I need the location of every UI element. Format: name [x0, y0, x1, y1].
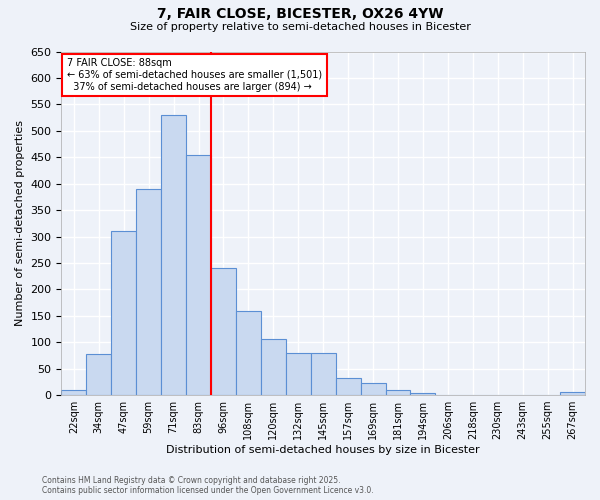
Text: Size of property relative to semi-detached houses in Bicester: Size of property relative to semi-detach…: [130, 22, 470, 32]
Text: Contains HM Land Registry data © Crown copyright and database right 2025.
Contai: Contains HM Land Registry data © Crown c…: [42, 476, 374, 495]
Bar: [311, 353, 335, 395]
Bar: [111, 231, 136, 395]
Text: 7, FAIR CLOSE, BICESTER, OX26 4YW: 7, FAIR CLOSE, BICESTER, OX26 4YW: [157, 8, 443, 22]
Bar: [61, 390, 86, 395]
Bar: [86, 354, 111, 395]
Bar: [560, 392, 585, 395]
X-axis label: Distribution of semi-detached houses by size in Bicester: Distribution of semi-detached houses by …: [166, 445, 480, 455]
Bar: [211, 268, 236, 395]
Bar: [236, 310, 261, 395]
Bar: [136, 189, 161, 395]
Text: 7 FAIR CLOSE: 88sqm
← 63% of semi-detached houses are smaller (1,501)
  37% of s: 7 FAIR CLOSE: 88sqm ← 63% of semi-detach…: [67, 58, 322, 92]
Bar: [361, 384, 386, 395]
Y-axis label: Number of semi-detached properties: Number of semi-detached properties: [15, 120, 25, 326]
Bar: [161, 115, 186, 395]
Bar: [410, 393, 436, 395]
Bar: [286, 353, 311, 395]
Bar: [261, 338, 286, 395]
Bar: [386, 390, 410, 395]
Bar: [335, 378, 361, 395]
Bar: [186, 154, 211, 395]
